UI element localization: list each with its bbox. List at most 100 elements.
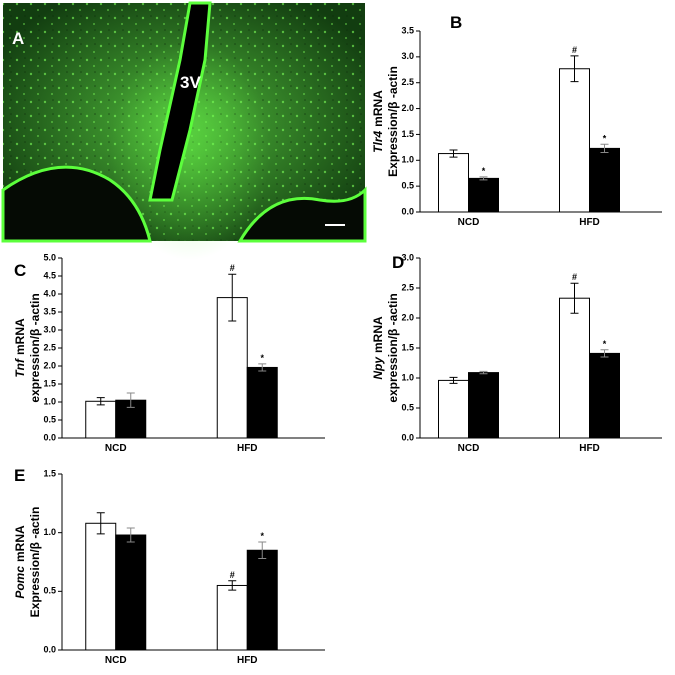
- y-tick-label: 0.5: [43, 414, 56, 424]
- error-bar: [258, 363, 267, 372]
- y-tick-label: 1.5: [401, 342, 414, 352]
- error-bar: [449, 376, 458, 384]
- y-axis-label: Pomc mRNA: [13, 525, 27, 599]
- bar-chart: E Pomc mRNA Expression/β -actin 0.0 0.5 1.0 1.5…: [13, 466, 325, 666]
- panel-label: E: [14, 466, 25, 485]
- significance-marker: *: [260, 353, 264, 363]
- bar: [246, 366, 278, 439]
- gene-name: Pomc: [13, 566, 27, 599]
- error-bar: [600, 143, 609, 154]
- y-axis-label-unit: mRNA: [13, 318, 27, 355]
- error-bar: [570, 282, 579, 314]
- y-tick-label: 1.0: [43, 396, 56, 406]
- y-tick-label: 0.0: [43, 644, 56, 654]
- error-bar: [228, 580, 237, 591]
- bar: [438, 153, 469, 213]
- y-tick-label: 1.5: [43, 378, 56, 388]
- error-bar: [479, 370, 488, 375]
- bar-chart: C Tnf mRNA expression/β -actin 0.0 0.5 1.0 1.5 2…: [13, 252, 325, 454]
- y-tick-label: 0.5: [401, 402, 414, 412]
- micrograph: A 3V: [1, 1, 367, 260]
- y-tick-label: 4.5: [43, 270, 56, 280]
- y-tick-label: 5.0: [43, 252, 56, 262]
- bar: [468, 372, 499, 439]
- y-tick-label: 2.5: [401, 282, 414, 292]
- y-tick-label: 1.0: [401, 372, 414, 382]
- bar: [589, 352, 620, 439]
- error-bar: [96, 512, 105, 535]
- error-bar: [600, 349, 609, 358]
- y-axis-label: Npy mRNA: [371, 316, 385, 380]
- significance-marker: #: [572, 272, 577, 282]
- y-tick-label: 1.5: [43, 468, 56, 478]
- panel-label: A: [12, 29, 24, 48]
- y-tick-label: 2.0: [401, 312, 414, 322]
- y-axis-label: Expression/β -actin: [386, 66, 400, 177]
- y-tick-label: 3.5: [401, 25, 414, 35]
- y-tick-label: 2.0: [43, 360, 56, 370]
- x-tick-label: NCD: [105, 443, 127, 454]
- bar: [438, 379, 469, 439]
- bar: [216, 584, 248, 651]
- y-tick-label: 4.0: [43, 288, 56, 298]
- y-tick-label: 1.0: [401, 155, 414, 165]
- y-tick-label: 0.0: [401, 432, 414, 442]
- error-bar: [258, 541, 267, 559]
- significance-marker: *: [603, 133, 607, 143]
- y-tick-label: 3.5: [43, 306, 56, 316]
- error-bar: [126, 527, 135, 543]
- bar: [85, 400, 117, 439]
- y-axis-label: Tlr4 mRNA: [371, 90, 385, 153]
- significance-marker: #: [230, 570, 235, 580]
- y-axis-label: Expression/β -actin: [28, 507, 42, 618]
- annotation: 3V: [180, 73, 201, 92]
- gene-name: Tnf: [13, 358, 27, 378]
- y-tick-label: 0.5: [43, 586, 56, 596]
- y-tick-label: 1.5: [401, 129, 414, 139]
- significance-marker: *: [603, 339, 607, 349]
- x-tick-label: HFD: [579, 217, 600, 228]
- significance-marker: *: [260, 531, 264, 541]
- y-tick-label: 0.5: [401, 181, 414, 191]
- y-tick-label: 2.5: [43, 342, 56, 352]
- gene-name: Tlr4: [371, 131, 385, 153]
- error-bar: [449, 149, 458, 158]
- y-tick-label: 2.0: [401, 103, 414, 113]
- error-bar: [570, 55, 579, 83]
- bar: [559, 297, 590, 439]
- bar: [85, 522, 117, 651]
- y-axis-label-unit: mRNA: [371, 316, 385, 353]
- y-tick-label: 0.0: [401, 206, 414, 216]
- x-tick-label: NCD: [458, 217, 480, 228]
- significance-marker: #: [572, 45, 577, 55]
- bar-chart: B Tlr4 mRNA Expression/β -actin 0.0 0.5 1.0 1.5…: [371, 13, 662, 228]
- error-bar: [96, 397, 105, 406]
- y-axis-label-unit: mRNA: [13, 525, 27, 562]
- significance-marker: *: [482, 166, 486, 176]
- y-axis-label: Tnf mRNA: [13, 318, 27, 378]
- x-tick-label: HFD: [237, 443, 258, 454]
- y-tick-label: 2.5: [401, 77, 414, 87]
- y-axis-label-unit: mRNA: [371, 90, 385, 127]
- x-tick-label: NCD: [105, 655, 127, 666]
- bar: [246, 549, 278, 651]
- bar: [589, 147, 620, 213]
- x-tick-label: NCD: [458, 443, 480, 454]
- y-tick-label: 3.0: [401, 252, 414, 262]
- bar: [115, 534, 147, 651]
- significance-marker: #: [230, 263, 235, 273]
- y-tick-label: 0.0: [43, 432, 56, 442]
- y-axis-label: expression/β -actin: [386, 293, 400, 402]
- error-bar: [228, 273, 237, 322]
- x-tick-label: HFD: [237, 655, 258, 666]
- y-tick-label: 3.0: [43, 324, 56, 334]
- panel-label: B: [450, 13, 462, 32]
- error-bar: [126, 392, 135, 408]
- bar: [468, 177, 499, 213]
- y-tick-label: 1.0: [43, 527, 56, 537]
- y-axis-label: expression/β -actin: [28, 293, 42, 402]
- gene-name: Npy: [371, 356, 385, 380]
- error-bar: [479, 176, 488, 181]
- y-tick-label: 3.0: [401, 51, 414, 61]
